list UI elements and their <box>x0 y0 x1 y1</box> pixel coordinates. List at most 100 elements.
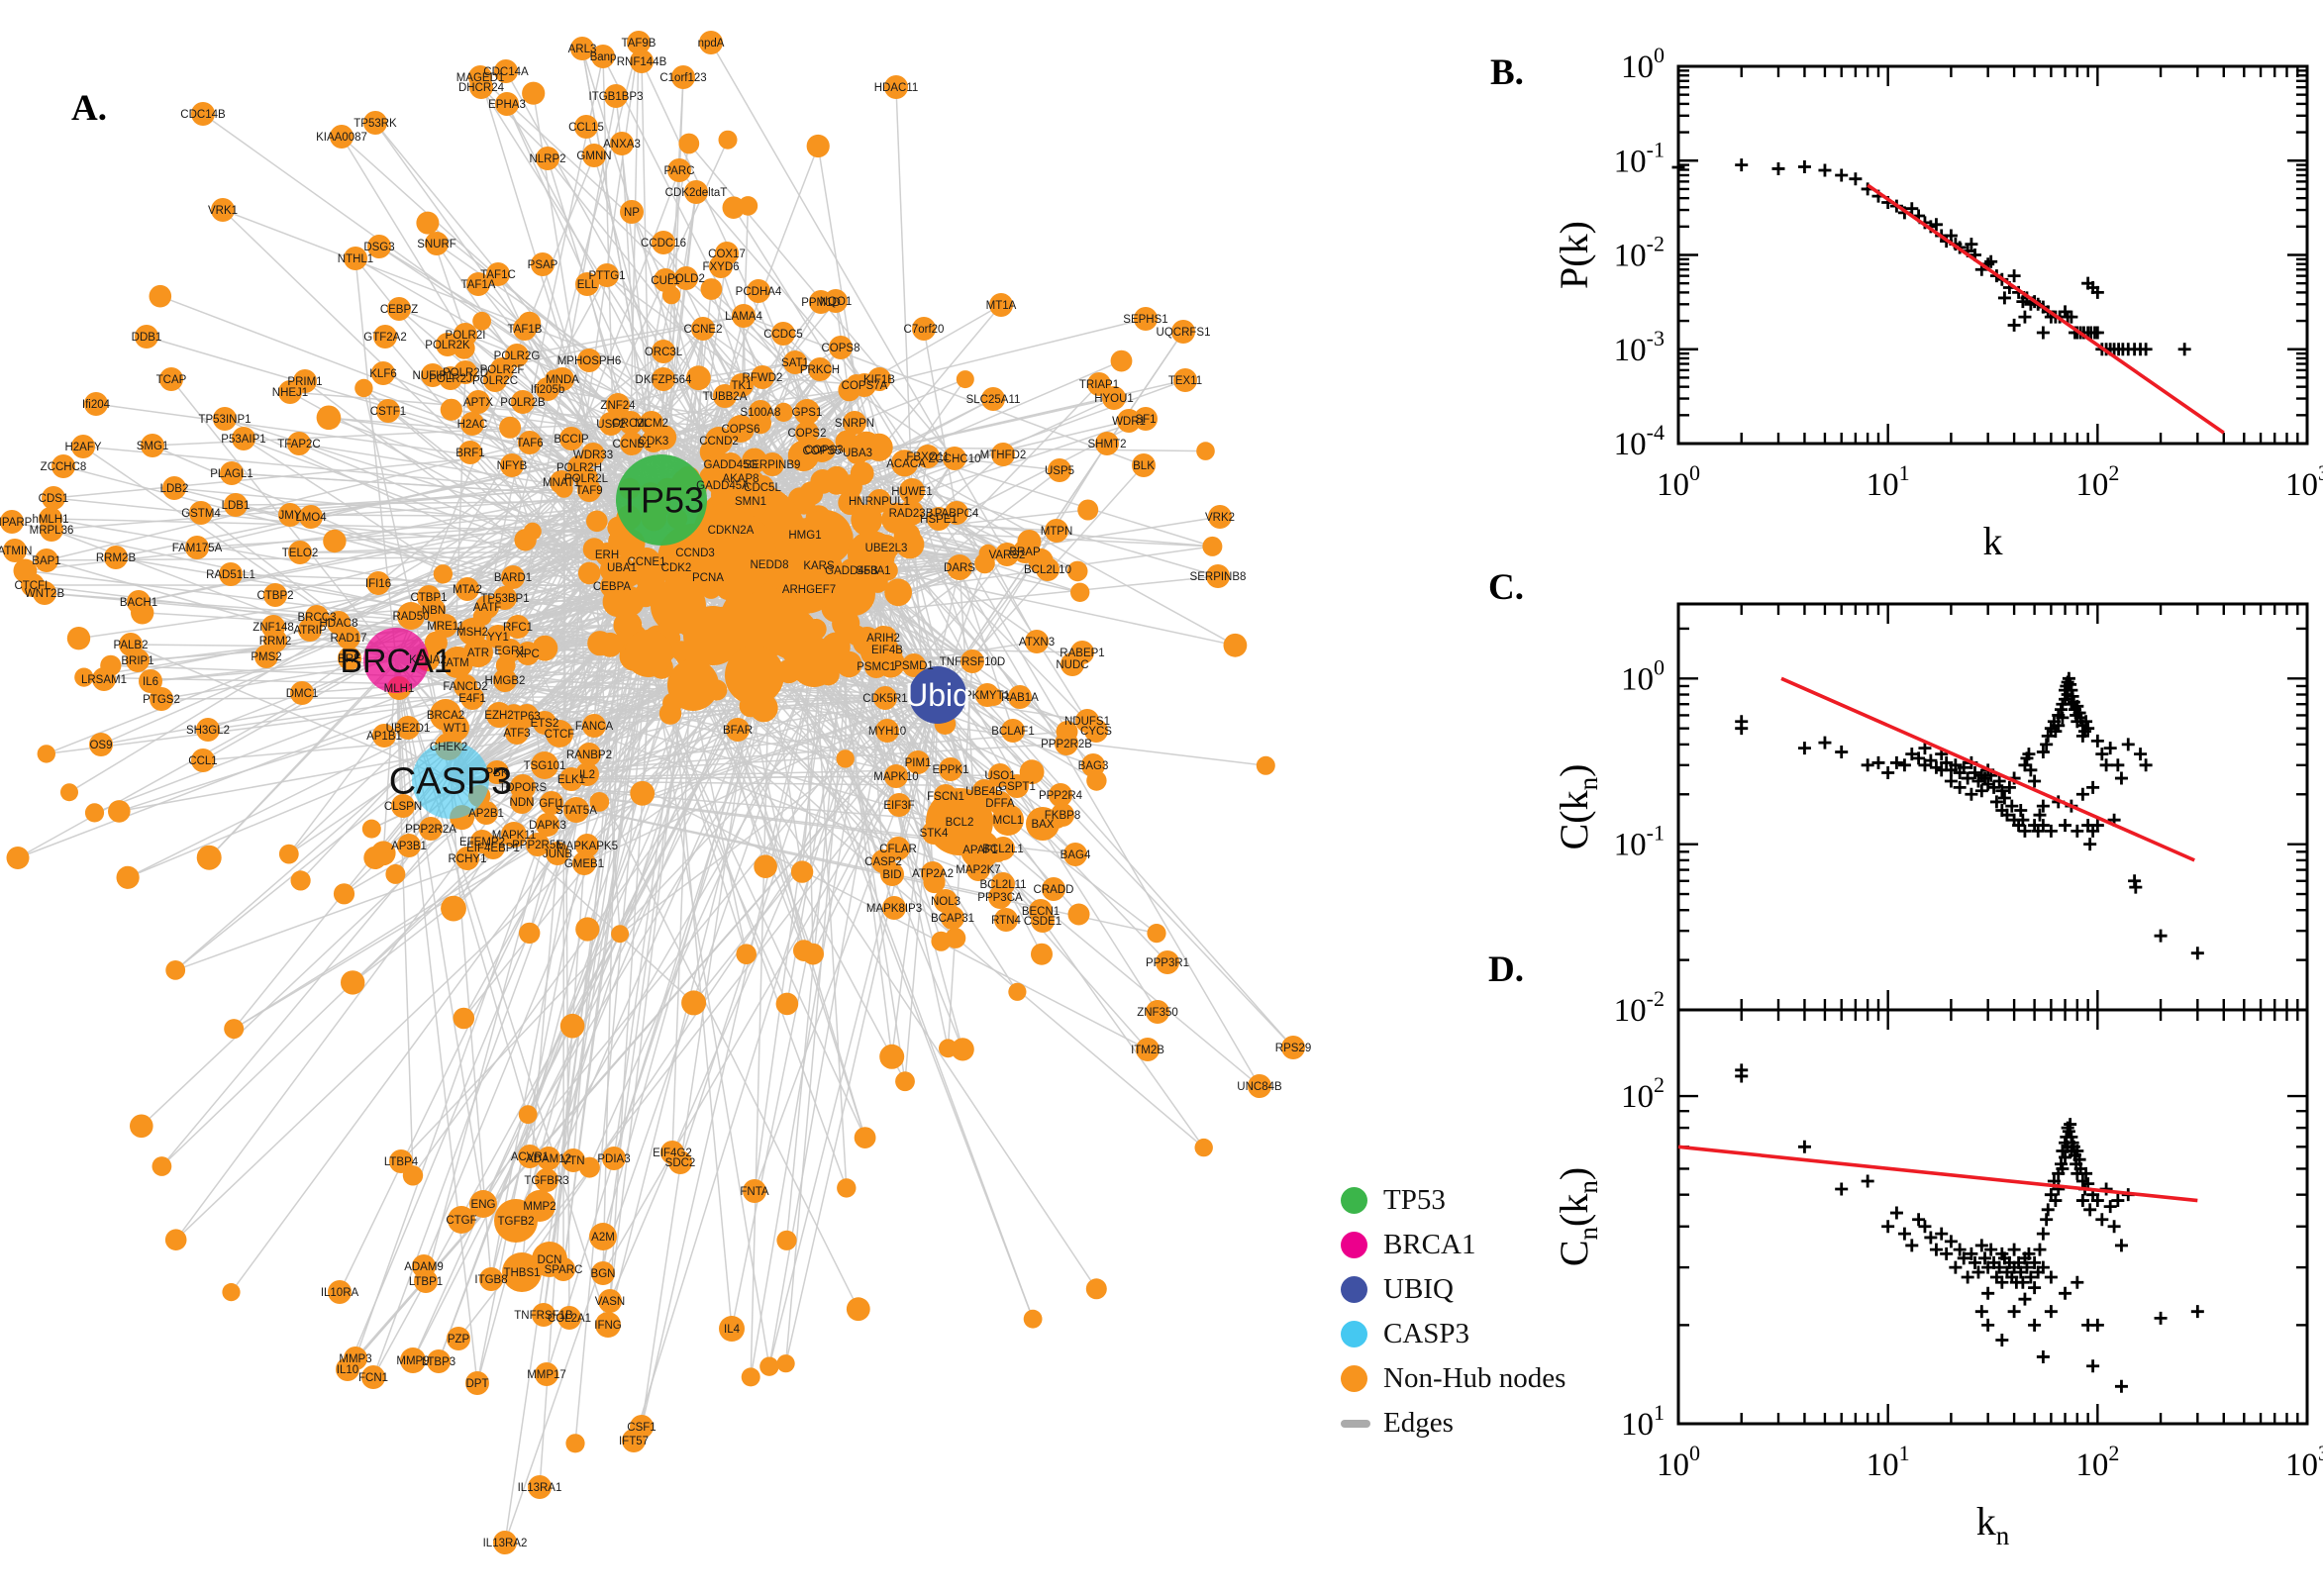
data-point <box>1889 1206 1903 1220</box>
network-node <box>317 406 342 430</box>
node-label: ATF3 <box>503 728 530 740</box>
network-edge <box>959 566 1014 732</box>
node-label: CHEK2 <box>430 742 467 753</box>
network-node <box>595 263 619 287</box>
network-node-cluster <box>625 630 672 677</box>
network-edge <box>395 466 580 661</box>
node-label: EPHA3 <box>488 99 526 111</box>
network-node <box>224 1019 245 1040</box>
node-label: SPARC <box>545 1264 583 1276</box>
node-label: PKMYT1 <box>964 690 1010 702</box>
node-label: NOL3 <box>931 896 960 908</box>
network-node <box>599 412 623 436</box>
node-label: PSAP <box>528 259 558 271</box>
node-label: TFAP2C <box>277 439 320 450</box>
network-node <box>743 1179 766 1203</box>
node-label: GSTM4 <box>181 508 221 520</box>
data-point <box>2016 813 2030 827</box>
hub-label-brca1: BRCA1 <box>340 643 452 680</box>
network-node <box>354 378 373 398</box>
node-label: TAF9B <box>622 38 656 50</box>
node-label: STK4 <box>920 828 949 840</box>
network-node-cluster <box>790 640 838 687</box>
data-point <box>1897 758 1911 772</box>
data-point <box>2056 711 2070 725</box>
node-label: MTA2 <box>453 584 482 596</box>
node-label: TCAP <box>156 374 187 386</box>
network-node <box>1017 530 1042 553</box>
network-node <box>611 925 630 944</box>
data-point <box>2075 787 2089 801</box>
legend: TP53 BRCA1 UBIQ CASP3 Non-Hub nodes Edge… <box>1341 1178 1566 1446</box>
network-edge <box>517 626 859 1310</box>
network-node <box>1173 368 1197 392</box>
data-point <box>1997 291 2011 305</box>
data-point <box>1969 765 1981 779</box>
node-label: TNFRSF1B <box>514 1310 573 1322</box>
network-node <box>469 75 493 99</box>
network-node <box>191 748 215 772</box>
network-node <box>213 407 237 431</box>
node-label: HMG1 <box>788 530 821 542</box>
network-edge <box>17 499 662 859</box>
data-point <box>1818 163 1832 177</box>
node-label: FNTA <box>740 1186 769 1198</box>
network-node <box>589 1223 617 1250</box>
data-point <box>1871 755 1885 769</box>
node-label: PRKCH <box>800 364 840 376</box>
node-label: POLR2G <box>494 350 541 362</box>
network-node <box>684 180 708 204</box>
data-point <box>2177 343 2191 356</box>
network-node <box>500 453 524 477</box>
node-label: XPC <box>516 648 540 660</box>
network-node <box>108 800 131 823</box>
network-node <box>854 1127 876 1148</box>
node-label: NTHL1 <box>338 253 373 265</box>
data-point <box>1974 784 1988 798</box>
network-node <box>1008 982 1027 1001</box>
hub-node-brca1 <box>363 628 429 693</box>
data-point <box>2090 734 2104 748</box>
network-edge <box>911 490 1261 1087</box>
network-edge <box>395 659 478 1384</box>
network-edge <box>895 86 913 492</box>
node-label: MT1A <box>986 300 1017 312</box>
node-label: TP53RK <box>354 118 397 130</box>
network-node <box>875 719 899 743</box>
network-node <box>750 412 771 435</box>
node-label: SH3GL2 <box>186 725 230 737</box>
data-point <box>1735 158 1749 172</box>
tp53-swatch-icon <box>1341 1187 1367 1214</box>
network-node <box>808 357 832 381</box>
node-label: BRAP <box>1009 547 1041 558</box>
data-point <box>1961 771 1974 785</box>
network-node <box>956 370 974 389</box>
chart-D-x-tick-label: 101 <box>1867 1441 1910 1483</box>
brca1-swatch-icon <box>1341 1232 1367 1258</box>
data-point <box>2134 748 2148 761</box>
network-edge <box>427 222 534 532</box>
data-point <box>2114 1239 2128 1252</box>
node-label: BAG3 <box>1078 760 1109 772</box>
data-point <box>2014 803 2028 817</box>
network-node <box>366 571 390 595</box>
node-label: LTBP4 <box>384 1156 419 1168</box>
data-point <box>1929 218 1943 232</box>
data-point <box>2041 729 2055 743</box>
node-label: POLR2I <box>446 330 486 342</box>
data-point <box>2064 1118 2077 1132</box>
network-node-cluster <box>683 606 743 665</box>
chart-C-ticks <box>1676 604 2309 1012</box>
node-label: APAF1 <box>962 845 998 856</box>
data-point <box>2040 1213 2054 1227</box>
chart-B-y-tick-label: 10-4 <box>1614 420 1665 462</box>
node-label: EPPK1 <box>932 764 968 776</box>
network-node <box>671 65 695 89</box>
chart-C-y-tick-label: 10-2 <box>1614 986 1665 1029</box>
network-node <box>582 144 606 167</box>
node-label: PDIA3 <box>597 1153 630 1165</box>
node-label: RFWD2 <box>743 372 783 384</box>
network-node <box>966 857 990 881</box>
network-node <box>916 445 940 468</box>
chart-B-y-tick-label: 10-1 <box>1614 137 1665 179</box>
